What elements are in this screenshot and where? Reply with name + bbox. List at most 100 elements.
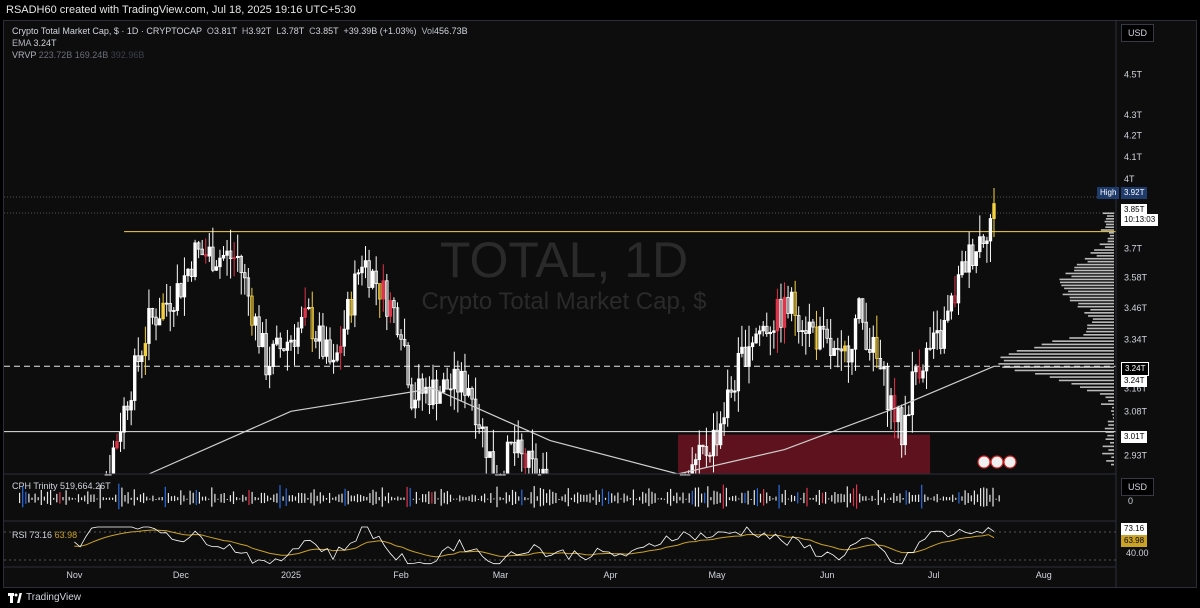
candle-body <box>338 345 343 354</box>
candle-body <box>342 328 346 347</box>
cph-bar <box>942 496 944 501</box>
cph-bar <box>152 495 154 502</box>
volume-profile-bar <box>1108 449 1114 451</box>
candle-body <box>317 325 322 342</box>
candle-body <box>381 280 385 300</box>
candle-body <box>417 378 421 401</box>
candle-body <box>914 367 918 373</box>
event-flag-icon <box>1003 455 1017 469</box>
candle-body <box>111 447 116 475</box>
candle-body <box>512 441 517 454</box>
level-price-tag: 3.01T <box>1121 431 1148 443</box>
candle-body <box>878 358 883 370</box>
cph-bar <box>381 487 383 507</box>
vrvp-legend[interactable]: VRVP 223.72B 169.24B 392.96B <box>12 50 144 60</box>
volume-profile-bar <box>1111 463 1114 466</box>
candle-body <box>172 310 176 312</box>
cph-bar <box>192 492 194 504</box>
cph-bar <box>490 493 492 503</box>
high-label: H <box>241 26 249 36</box>
cph-bar <box>118 483 120 510</box>
candle-body <box>257 316 261 348</box>
volume-profile-bar <box>1106 223 1114 226</box>
candle-body <box>789 291 794 314</box>
candle-body <box>953 295 957 304</box>
cph-bar <box>989 494 991 502</box>
cph-bar <box>933 496 935 501</box>
candle-body <box>214 266 219 271</box>
cph-bar <box>263 492 266 504</box>
cph-histogram <box>19 483 1000 510</box>
high-value: 3.92T <box>248 26 272 36</box>
cph-bar <box>846 486 848 508</box>
cph-bar <box>821 492 824 504</box>
price-tick-label: 4.1T <box>1124 152 1143 162</box>
cph-bar <box>229 495 231 502</box>
rsi-legend[interactable]: RSI 73.16 63.98 <box>12 530 77 540</box>
candle-body <box>409 384 414 409</box>
cph-bar <box>102 497 104 501</box>
cph-bar <box>735 495 737 502</box>
candle-body <box>441 379 446 393</box>
cph-bar <box>121 487 123 507</box>
candle-body <box>818 325 822 350</box>
candle-body <box>129 400 133 411</box>
cph-bar <box>468 496 470 501</box>
cph-bar <box>561 496 563 501</box>
cph-bar <box>713 490 715 505</box>
volume-profile-bar <box>1078 302 1114 305</box>
cph-bar <box>347 490 349 505</box>
symbol-legend[interactable]: Crypto Total Market Cap, $ · 1D · CRYPTO… <box>12 26 468 36</box>
cph-bar <box>143 492 145 504</box>
cph-bar <box>750 498 752 500</box>
candle-body <box>775 298 780 332</box>
candle-body <box>431 379 435 406</box>
cph-bar <box>310 492 312 504</box>
volume-label: Vol <box>421 26 435 36</box>
cph-legend[interactable]: CPH Trinity 519,664.26T <box>12 481 111 491</box>
cph-currency-selector[interactable]: USD <box>1121 478 1155 496</box>
cph-bar <box>852 488 855 507</box>
volume-profile-bar <box>1000 356 1114 359</box>
price-chart[interactable]: TOTAL, 1D Crypto Total Market Cap, $ 4.5… <box>4 21 1196 587</box>
volume-profile-bar <box>1106 460 1114 462</box>
candle-body <box>946 310 950 321</box>
cph-bar <box>784 489 786 506</box>
cph-bar <box>422 494 424 503</box>
ema-legend[interactable]: EMA 3.24T <box>12 38 57 48</box>
cph-bar <box>642 491 644 504</box>
candle-body <box>939 330 943 349</box>
candle-body <box>988 218 993 242</box>
volume-profile-bar <box>1083 334 1114 336</box>
cph-bar <box>186 498 188 500</box>
price-tick-label: 3.46T <box>1124 303 1148 313</box>
cph-bar <box>28 493 30 503</box>
price-tick-label: 4T <box>1124 174 1135 184</box>
price-tick-label: 4.2T <box>1124 131 1143 141</box>
cph-bar <box>158 497 160 501</box>
cph-bar <box>654 493 656 503</box>
cph-bar <box>921 484 923 509</box>
cph-bar <box>927 496 929 501</box>
close-value: 3.85T <box>315 26 339 36</box>
volume-profile-bar <box>1111 410 1114 412</box>
volume-profile-bar <box>1102 445 1114 448</box>
candle-body <box>296 327 300 347</box>
cph-bar <box>43 496 45 501</box>
candle-body <box>733 390 737 393</box>
time-tick-label: 2025 <box>281 570 301 580</box>
cph-bar <box>914 494 917 502</box>
cph-bar <box>437 498 439 500</box>
cph-bar <box>189 490 191 505</box>
tradingview-logo-icon <box>8 593 22 603</box>
candle-body <box>470 387 474 400</box>
currency-selector[interactable]: USD <box>1121 24 1155 42</box>
cph-bar <box>282 496 284 501</box>
cph-bar <box>205 496 207 501</box>
cph-bar <box>533 486 535 508</box>
candle-body <box>356 272 361 275</box>
candle-body <box>321 325 325 357</box>
vrvp-down-volume: 169.24B <box>74 50 109 60</box>
volume-profile-bar <box>1058 379 1114 382</box>
cph-bar <box>747 490 749 505</box>
